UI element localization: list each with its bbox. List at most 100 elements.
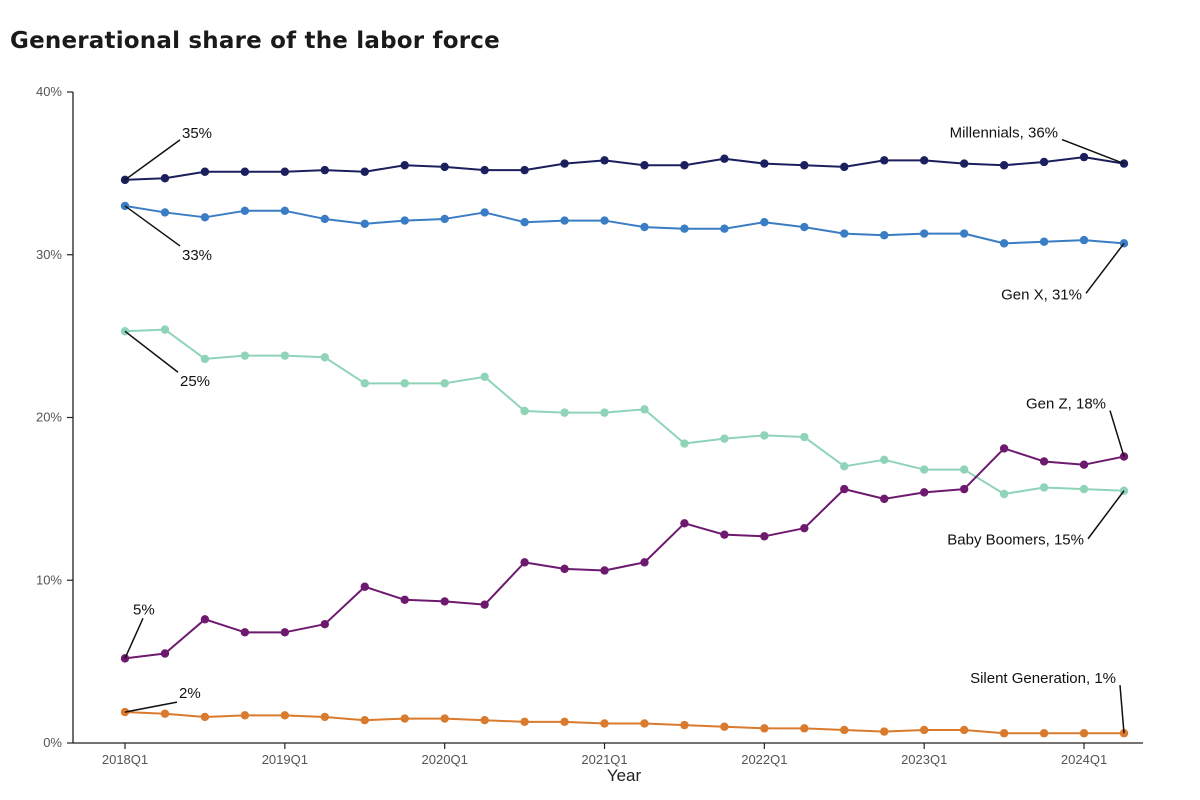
data-point[interactable] — [720, 530, 729, 539]
data-point[interactable] — [280, 351, 290, 360]
data-point[interactable] — [160, 208, 170, 217]
data-point[interactable] — [440, 162, 449, 172]
data-point[interactable] — [440, 379, 449, 388]
data-point[interactable] — [920, 488, 929, 497]
data-point[interactable] — [999, 489, 1009, 499]
data-point[interactable] — [720, 434, 729, 443]
data-point[interactable] — [240, 206, 250, 216]
data-point[interactable] — [800, 523, 809, 533]
data-point[interactable] — [680, 224, 689, 233]
data-point[interactable] — [440, 714, 449, 723]
data-point[interactable] — [520, 558, 529, 567]
data-point[interactable] — [520, 406, 529, 416]
data-point[interactable] — [160, 325, 170, 334]
data-point[interactable] — [1079, 729, 1089, 738]
data-point[interactable] — [560, 717, 569, 727]
data-point[interactable] — [760, 532, 769, 541]
data-point[interactable] — [760, 724, 769, 733]
data-point[interactable] — [720, 224, 729, 233]
data-point[interactable] — [800, 222, 809, 232]
data-point[interactable] — [200, 615, 210, 624]
data-point[interactable] — [560, 159, 569, 168]
data-point[interactable] — [959, 229, 969, 238]
data-point[interactable] — [640, 405, 649, 414]
data-point[interactable] — [800, 432, 809, 442]
data-point[interactable] — [280, 628, 290, 637]
data-point[interactable] — [400, 216, 409, 225]
data-point[interactable] — [720, 154, 729, 163]
data-point[interactable] — [560, 564, 569, 574]
data-point[interactable] — [240, 351, 250, 360]
data-point[interactable] — [640, 161, 649, 170]
data-point[interactable] — [840, 229, 849, 238]
data-point[interactable] — [320, 353, 329, 362]
data-point[interactable] — [480, 208, 489, 217]
data-point[interactable] — [400, 161, 409, 170]
data-point[interactable] — [760, 159, 769, 168]
data-point[interactable] — [240, 711, 250, 720]
data-point[interactable] — [440, 214, 449, 224]
data-point[interactable] — [360, 379, 369, 388]
data-point[interactable] — [560, 408, 569, 417]
data-point[interactable] — [200, 354, 210, 364]
data-point[interactable] — [600, 408, 609, 417]
data-point[interactable] — [999, 161, 1009, 170]
data-point[interactable] — [1039, 237, 1049, 246]
data-point[interactable] — [480, 372, 489, 382]
data-point[interactable] — [160, 709, 170, 718]
data-point[interactable] — [959, 465, 969, 474]
data-point[interactable] — [1079, 152, 1089, 162]
data-point[interactable] — [600, 156, 609, 165]
data-point[interactable] — [320, 214, 329, 224]
data-point[interactable] — [200, 167, 210, 176]
data-point[interactable] — [720, 722, 729, 731]
data-point[interactable] — [800, 724, 809, 733]
data-point[interactable] — [280, 711, 290, 720]
data-point[interactable] — [160, 649, 170, 658]
data-point[interactable] — [760, 431, 769, 440]
data-point[interactable] — [280, 167, 290, 176]
data-point[interactable] — [880, 455, 889, 465]
data-point[interactable] — [520, 717, 529, 727]
data-point[interactable] — [200, 213, 210, 222]
data-point[interactable] — [600, 566, 609, 575]
data-point[interactable] — [999, 444, 1009, 453]
data-point[interactable] — [360, 716, 369, 725]
data-point[interactable] — [320, 165, 329, 175]
data-point[interactable] — [520, 165, 529, 175]
data-point[interactable] — [320, 619, 329, 629]
data-point[interactable] — [999, 239, 1009, 248]
data-point[interactable] — [1039, 483, 1049, 492]
data-point[interactable] — [480, 600, 489, 609]
data-point[interactable] — [920, 725, 929, 735]
data-point[interactable] — [880, 156, 889, 165]
data-point[interactable] — [360, 167, 369, 176]
data-point[interactable] — [1039, 457, 1049, 466]
data-point[interactable] — [800, 161, 809, 170]
data-point[interactable] — [959, 159, 969, 168]
data-point[interactable] — [360, 582, 369, 591]
data-point[interactable] — [760, 218, 769, 227]
data-point[interactable] — [880, 494, 889, 504]
data-point[interactable] — [680, 439, 689, 448]
data-point[interactable] — [200, 712, 210, 722]
data-point[interactable] — [1079, 460, 1089, 469]
data-point[interactable] — [400, 595, 409, 604]
data-point[interactable] — [640, 222, 649, 232]
data-point[interactable] — [160, 174, 170, 183]
data-point[interactable] — [1039, 157, 1049, 167]
data-point[interactable] — [240, 628, 250, 637]
data-point[interactable] — [640, 558, 649, 567]
data-point[interactable] — [920, 229, 929, 238]
data-point[interactable] — [600, 216, 609, 225]
data-point[interactable] — [959, 484, 969, 494]
data-point[interactable] — [400, 714, 409, 723]
data-point[interactable] — [480, 716, 489, 725]
data-point[interactable] — [560, 216, 569, 225]
data-point[interactable] — [520, 218, 529, 227]
data-point[interactable] — [920, 156, 929, 165]
data-point[interactable] — [680, 720, 689, 730]
data-point[interactable] — [600, 719, 609, 728]
data-point[interactable] — [840, 162, 849, 172]
data-point[interactable] — [880, 727, 889, 736]
